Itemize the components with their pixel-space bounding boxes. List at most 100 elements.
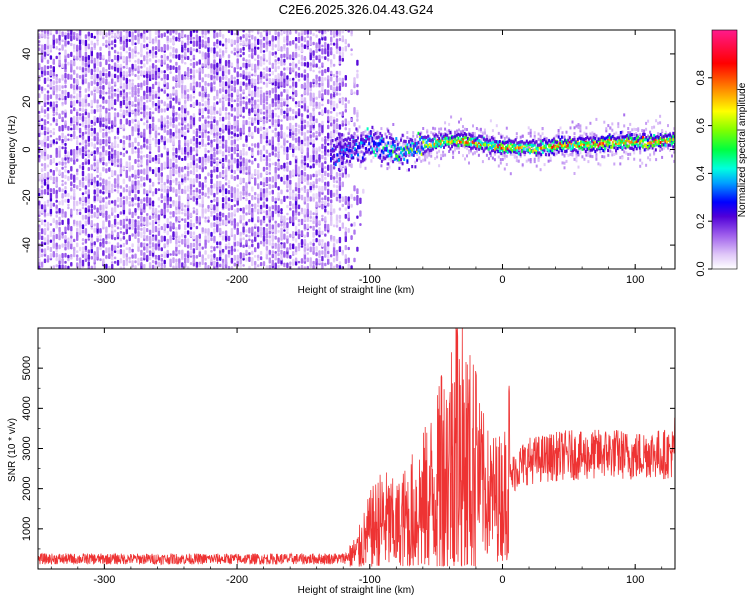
spectrogram-cell: [157, 254, 161, 261]
spectrogram-cell: [216, 89, 219, 97]
spectrogram-cell: [184, 51, 187, 57]
spectrogram-cell: [213, 102, 216, 107]
spectrogram-cell: [422, 127, 425, 130]
spectrogram-cell: [332, 128, 336, 134]
spectrogram-cell: [324, 208, 327, 213]
spectrogram-cell: [93, 109, 96, 114]
spectrogram-cell: [175, 54, 178, 59]
spectrogram-cell: [55, 162, 58, 166]
spectrogram-cell: [146, 145, 149, 150]
spectrogram-cell: [286, 235, 289, 239]
spectrogram-cell: [384, 153, 387, 157]
spectrogram-cell: [134, 84, 137, 91]
spectrogram-cell: [52, 251, 55, 257]
spectrogram-cell: [201, 68, 204, 74]
spectrogram-cell: [303, 30, 307, 35]
spectrogram-cell: [90, 75, 93, 80]
spectrogram-cell: [119, 113, 123, 118]
spectrogram-cell: [157, 219, 161, 224]
spectrogram-cell: [338, 92, 342, 96]
spectrogram-cell: [277, 252, 280, 257]
spectrogram-cell: [40, 66, 44, 72]
spectrogram-cell: [169, 158, 172, 162]
spectrogram-cell: [195, 215, 199, 221]
spectrogram-cell: [49, 239, 53, 243]
spectrogram-cell: [312, 103, 315, 107]
spectrogram-cell: [300, 230, 304, 237]
spectrogram-cell: [242, 147, 245, 154]
spectrogram-cell: [283, 98, 286, 102]
spectrogram-cell: [154, 234, 158, 241]
spectrogram-cell: [160, 262, 163, 267]
spectrogram-cell: [327, 254, 330, 260]
spectrogram-cell: [43, 51, 47, 57]
spectrogram-cell: [236, 62, 239, 69]
spectrogram-cell: [396, 139, 399, 143]
spectrogram-cell: [219, 159, 222, 162]
spectrogram-cell: [312, 107, 315, 112]
spectrogram-cell: [58, 231, 61, 236]
spectrogram-cell: [347, 263, 350, 269]
spectrogram-cell: [327, 99, 330, 105]
spectrogram-cell: [102, 156, 105, 162]
spectrogram-cell: [251, 34, 254, 40]
spectrogram-cell: [105, 240, 108, 245]
spectrogram-cell: [248, 165, 251, 172]
spectrogram-cell: [163, 44, 166, 51]
spectrogram-cell: [137, 58, 140, 65]
spectrogram-cell: [99, 151, 102, 156]
spectrogram-cell: [230, 153, 234, 160]
spectrogram-cell: [318, 84, 321, 88]
spectrogram-cell: [274, 223, 277, 230]
spectrogram-cell: [286, 134, 289, 138]
spectrogram-cell: [55, 141, 58, 145]
spectrogram-cell: [315, 101, 318, 107]
spectrogram-cell: [201, 30, 204, 35]
spectrogram-cell: [300, 181, 304, 184]
spectrogram-cell: [344, 207, 347, 211]
spectrogram-cell: [236, 71, 239, 78]
spectrogram-cell: [216, 74, 219, 81]
spectrogram-cell: [38, 200, 41, 206]
spectrogram-cell: [160, 33, 163, 38]
spectrogram-cell: [192, 40, 196, 47]
spectrogram-cell: [160, 235, 163, 240]
spectrogram-cell: [330, 122, 333, 127]
spectrogram-cell: [280, 46, 283, 52]
spectrogram-cell: [330, 100, 333, 106]
spectrogram-cell: [148, 86, 152, 93]
spectrogram-cell: [257, 264, 260, 268]
spectrogram-cell: [52, 127, 55, 131]
spectrogram-cell: [347, 99, 350, 104]
spectrogram-cell: [181, 58, 184, 64]
spectrogram-cell: [230, 62, 234, 67]
spectrogram-cell: [236, 107, 239, 114]
spectrogram-cell: [58, 187, 61, 192]
spectrogram-cell: [154, 138, 158, 145]
spectrogram-cell: [262, 154, 266, 158]
spectrogram-cell: [271, 112, 274, 119]
spectrogram-cell: [166, 55, 169, 59]
spectrogram-cell: [265, 176, 269, 184]
spectrogram-cell: [408, 137, 411, 141]
spectrogram-cell: [335, 86, 339, 92]
spectrogram-cell: [99, 61, 102, 67]
spectrogram-cell: [274, 235, 277, 240]
spectrogram-cell: [125, 83, 128, 90]
spectrogram-cell: [306, 252, 309, 255]
spectrogram-cell: [356, 111, 359, 118]
spectrogram-cell: [338, 184, 342, 191]
spectrogram-cell: [128, 142, 131, 148]
spectrogram-cell: [128, 46, 131, 52]
spectrogram-cell: [262, 201, 266, 208]
spectrogram-cell: [64, 32, 67, 36]
spectrogram-cell: [312, 50, 315, 56]
spectrogram-cell: [172, 250, 175, 256]
spectrogram-cell: [148, 30, 152, 32]
spectrogram-cell: [146, 174, 149, 181]
spectrogram-cell: [251, 143, 254, 147]
spectrogram-cell: [257, 112, 260, 119]
spectrogram-cell: [210, 173, 213, 178]
spectrogram-cell: [330, 174, 333, 180]
spectrogram-cell: [160, 123, 163, 129]
